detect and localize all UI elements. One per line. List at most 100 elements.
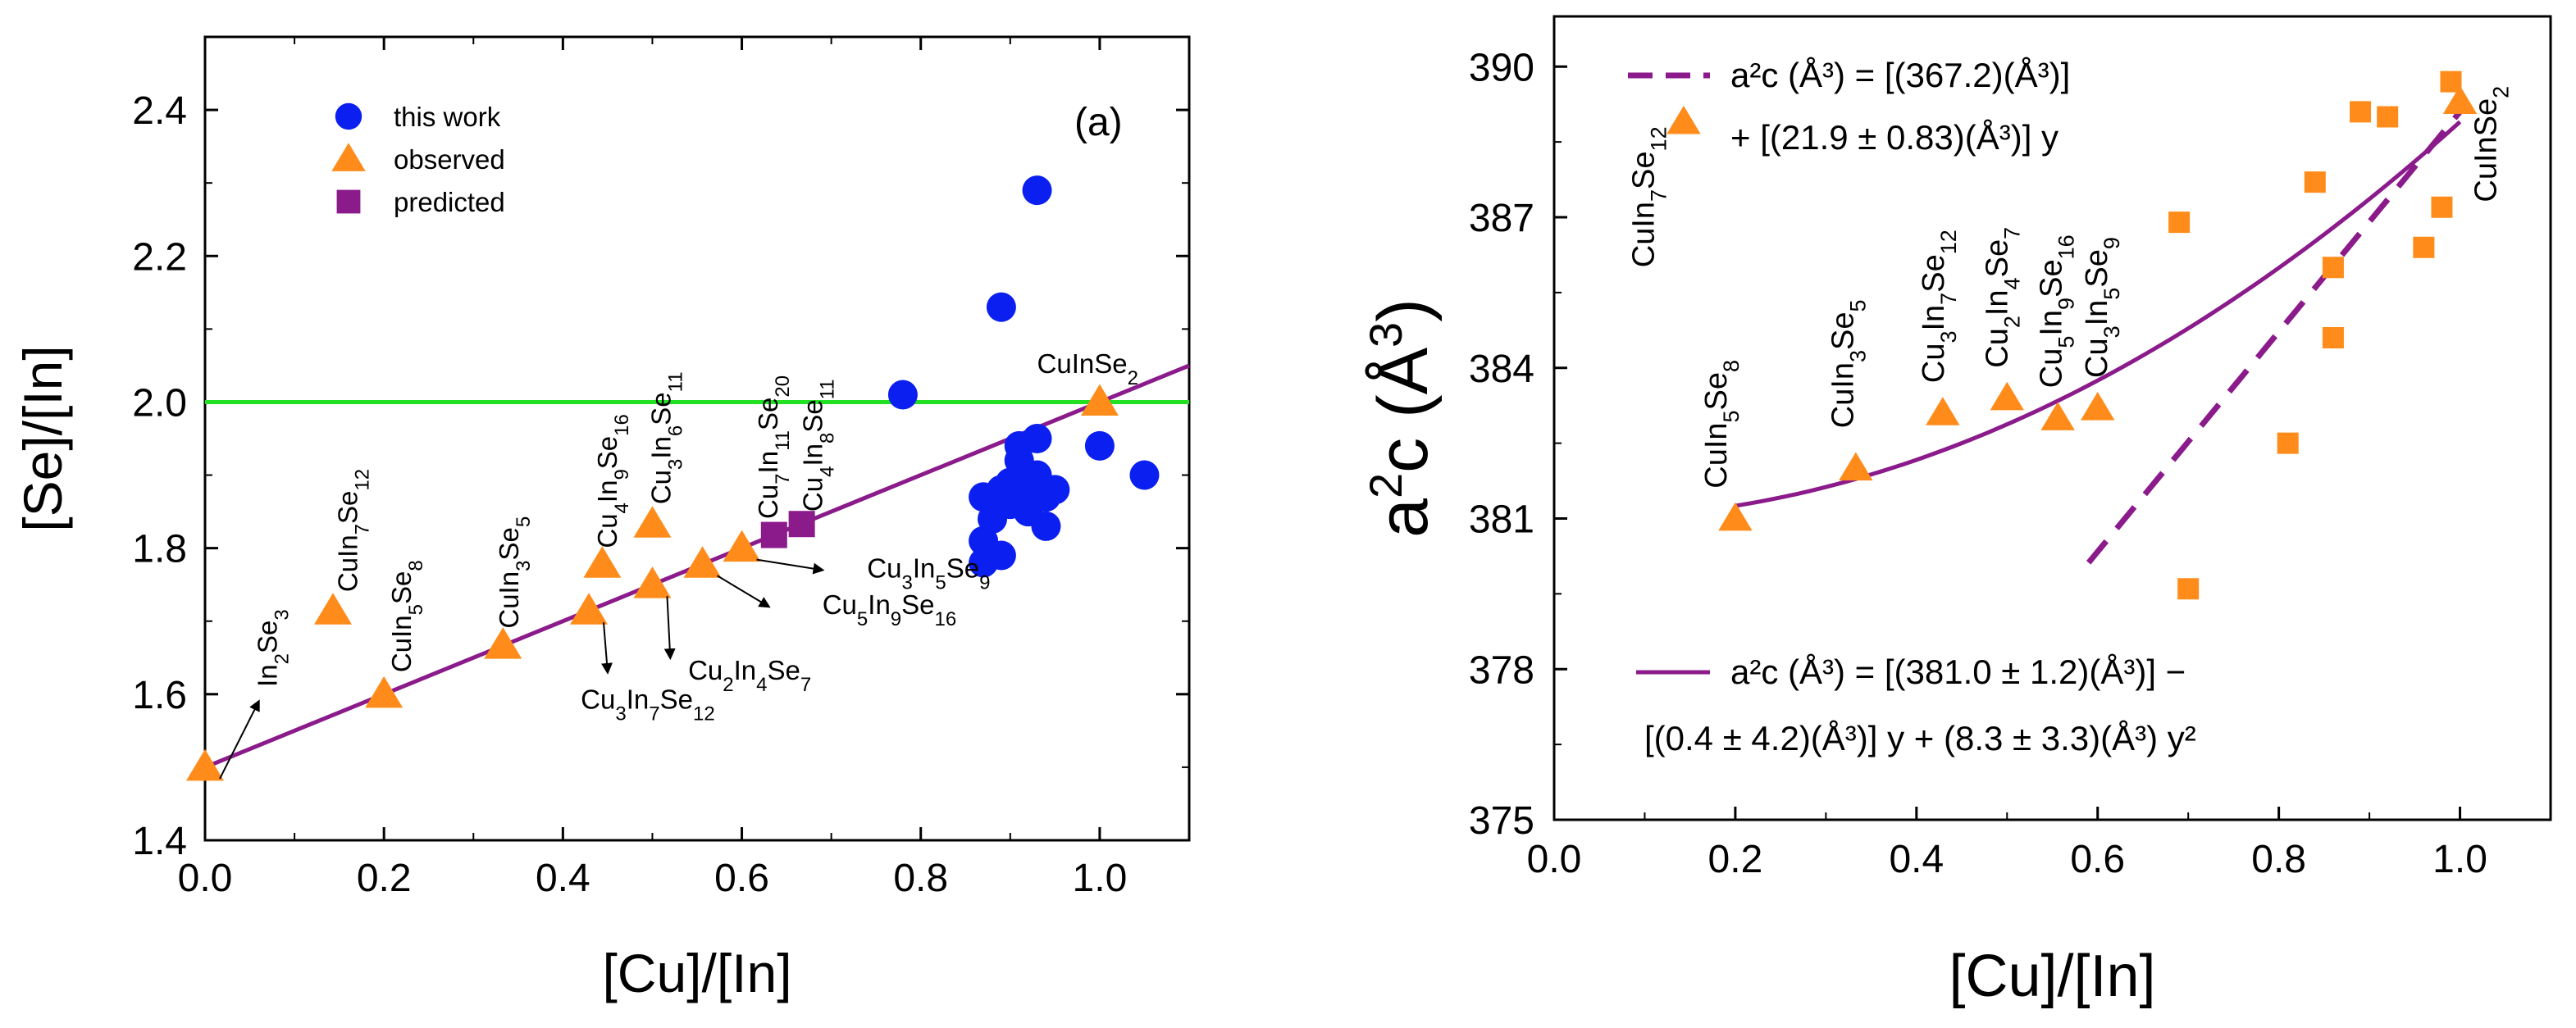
annotation-arrow: [663, 596, 676, 661]
data-point-square: [2440, 71, 2462, 93]
annotation-arrow: [601, 622, 613, 675]
data-point-triangle: [1718, 502, 1753, 531]
compound-label: Cu5In9Se16: [823, 589, 957, 630]
y-tick-label: 1.4: [132, 820, 187, 863]
x-tick-label: 0.8: [2251, 838, 2306, 881]
y-tick-label: 378: [1469, 648, 1534, 692]
y-tick-label: 390: [1469, 46, 1534, 89]
x-tick-label: 0.4: [1889, 838, 1944, 881]
y-tick-label: 381: [1469, 498, 1534, 542]
compound-label: Cu4In8Se11: [798, 379, 839, 512]
data-point-square: [2322, 257, 2344, 279]
compound-label: Cu4In9Se16: [592, 414, 633, 548]
compound-label: CuIn3Se5: [494, 516, 535, 629]
compound-label: CuIn7Se12: [1627, 126, 1671, 267]
panel-label: (a): [1074, 101, 1123, 144]
legend-label: predicted: [394, 187, 505, 217]
x-tick-label: 0.2: [1708, 838, 1763, 881]
plot-frame: [1552, 15, 2552, 821]
compound-label: CuIn7Se12: [332, 469, 373, 592]
compound-label: Cu3In5Se9: [867, 553, 990, 594]
data-point-triangle: [570, 593, 608, 625]
data-point-triangle: [583, 546, 622, 578]
quadratic-fit-equation: a²c (Å³) = [(381.0 ± 1.2)(Å³)] −: [1730, 653, 2186, 691]
data-point-square: [2177, 578, 2200, 600]
compound-label: Cu2In4Se7: [688, 655, 811, 696]
legend-marker: [335, 102, 362, 130]
panel-right-chart: 0.0 0.2 0.4 0.6 0.8 1.0 375 378 381 384 387 390 [Cu]…: [1360, 15, 2552, 1009]
panel-left-chart: 0.0 0.2 0.4 0.6 0.8 1.0 1.4 1.6 1.8 2.0 2.2 2.4 [Cu]…: [12, 35, 1191, 1003]
y-tick-label: 384: [1469, 348, 1534, 391]
data-point-circle: [986, 292, 1016, 322]
data-point-circle: [986, 540, 1016, 571]
y-tick-label: 375: [1469, 799, 1534, 843]
data-point-triangle: [723, 530, 761, 562]
data-point-circle: [887, 380, 918, 410]
linear-fit-line: [2086, 110, 2463, 565]
compound-label: Cu5In9Se16: [2035, 234, 2079, 388]
y-tick-label: 2.4: [132, 89, 187, 133]
data-point-triangle: [1839, 452, 1873, 481]
y-tick-label: 2.2: [132, 235, 187, 279]
x-tick-label: 0.6: [2070, 838, 2125, 881]
y-axis-label: a2c (Å3): [1360, 298, 1443, 538]
data-point-triangle: [633, 506, 672, 538]
compound-label: Cu2In4Se7: [1980, 227, 2024, 368]
x-tick-label: 0.8: [893, 857, 948, 900]
x-tick-label: 0.6: [714, 857, 769, 900]
data-point-circle: [1040, 475, 1070, 505]
y-axis-label: [Se]/[In]: [12, 345, 73, 531]
x-axis-label: [Cu]/[In]: [1949, 944, 2155, 1009]
fit-legend: a²c (Å³) = [(367.2)(Å³)] + [(21.9 ± 0.83)…: [1628, 56, 2196, 757]
x-tick-label: 0.0: [1527, 838, 1582, 881]
legend-label: observed: [394, 144, 505, 175]
data-point-square: [2431, 196, 2453, 218]
annotation-arrow: [756, 558, 825, 575]
compound-label: CuInSe2: [2469, 86, 2514, 202]
legend-label: this work: [394, 102, 501, 132]
data-point-circle: [1031, 511, 1061, 541]
quadratic-fit-equation-cont: [(0.4 ± 4.2)(Å³)] y + (8.3 ± 3.3)(Å³) y²: [1644, 719, 2196, 757]
data-point-triangle: [2442, 85, 2478, 114]
data-point-triangle: [633, 566, 672, 598]
data-point-triangle: [1990, 381, 2024, 411]
x-tick-label: 0.4: [536, 857, 590, 900]
data-point-triangle: [1080, 384, 1119, 416]
y-tick-label: 1.6: [132, 674, 187, 717]
legend-marker: [331, 143, 366, 171]
linear-fit-equation-cont: + [(21.9 ± 0.83)(Å³)] y: [1730, 118, 2059, 157]
data-point-square: [760, 521, 787, 548]
compound-label: Cu7In11Se20: [753, 375, 794, 519]
data-point-triangle: [484, 627, 522, 659]
x-tick-label: 1.0: [1073, 857, 1128, 900]
compound-label: CuIn5Se8: [1699, 360, 1744, 489]
legend: this work observed predicted: [331, 102, 505, 217]
data-point-square: [2277, 432, 2299, 454]
data-point-square: [2168, 212, 2191, 234]
data-point-triangle: [314, 593, 352, 625]
y-tick-label: 2.0: [132, 381, 187, 425]
data-point-square: [2350, 101, 2372, 123]
data-point-square: [2377, 106, 2399, 128]
data-point-triangle: [186, 748, 224, 781]
x-tick-label: 0.0: [178, 857, 233, 900]
data-point-triangle: [1926, 397, 1960, 425]
compound-label: Cu3In7Se12: [581, 685, 715, 726]
data-point-circle: [1129, 460, 1160, 490]
y-tick-label: 1.8: [132, 528, 187, 571]
data-point-triangle: [2040, 402, 2075, 430]
plot-frame: [203, 35, 1191, 842]
annotation-arrow: [717, 575, 771, 608]
data-point-triangle: [365, 675, 403, 708]
data-point-circle: [1022, 175, 1052, 206]
compound-label: In2Se3: [252, 609, 293, 687]
compound-label: Cu3In6Se11: [645, 371, 686, 504]
data-point-triangle: [683, 546, 722, 578]
data-point-square: [788, 511, 815, 538]
x-tick-label: 0.2: [357, 857, 412, 900]
y-tick-label: 387: [1469, 197, 1534, 240]
data-point-square: [2322, 327, 2344, 348]
x-tick-label: 1.0: [2432, 838, 2487, 881]
data-point-circle: [1084, 430, 1115, 461]
